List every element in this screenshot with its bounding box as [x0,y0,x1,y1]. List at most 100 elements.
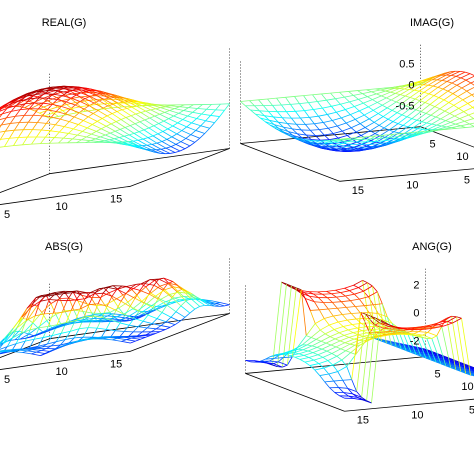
surface-mesh-line [446,75,457,82]
surface-mesh-line [344,287,350,292]
surface-mesh-line [348,337,355,340]
surface-mesh-line [286,111,292,119]
surface-mesh-line [439,361,449,365]
surface-mesh-line [397,135,407,138]
surface-mesh-line [291,128,298,135]
surface-mesh-line [357,136,367,139]
surface-mesh-line [399,344,409,348]
surface-mesh-line [166,304,177,313]
surface-mesh-line [351,123,361,129]
surface-mesh-line [66,320,76,323]
surface-mesh-line [74,321,84,324]
surface-mesh-line [66,92,77,96]
axis-base-line [130,313,230,352]
surface-mesh-line [369,130,376,134]
surface-mesh-line [114,313,124,319]
surface-mesh-line [102,287,109,294]
surface-mesh-line [369,143,379,145]
surface-mesh-line [14,332,25,341]
surface-mesh-line [166,136,173,140]
surface-mesh-line [147,306,157,312]
surface-mesh-line [28,96,38,102]
surface-mesh-line [79,327,89,330]
surface-mesh-line [68,133,78,136]
surface-mesh-line [170,299,180,303]
surface-mesh-line [364,109,374,116]
surface-mesh-line [344,96,350,103]
surface-mesh-line [84,98,95,104]
surface-mesh-line [50,130,60,133]
surface-mesh-line [31,136,37,145]
surface-mesh-line [342,326,349,331]
surface-mesh-line [295,110,305,112]
surface-mesh-line [32,322,39,328]
surface-mesh-line [4,145,14,147]
surface-mesh-line [44,294,55,297]
surface-mesh-line [194,137,201,143]
surface-mesh-line [106,295,113,307]
surface-mesh-line [360,118,370,125]
surface-mesh-line [178,291,188,294]
surface-mesh-line [332,302,338,309]
surface-mesh-line [9,129,15,139]
surface-mesh-line [14,129,24,131]
surface-mesh-line [56,94,66,98]
surface-mesh-line [382,99,392,106]
surface-mesh-line [0,343,4,349]
surface-mesh-line [179,317,186,322]
surface-mesh-line [312,352,319,356]
surface-mesh-line [339,138,349,140]
surface-mesh-line [240,101,246,107]
surface-mesh-line [366,135,376,138]
surface-mesh-line [382,116,389,120]
surface-mesh-line [97,121,107,127]
surface-mesh-line [429,129,439,132]
surface-mesh-line [135,113,146,121]
surface-mesh-line [420,326,430,329]
surface-mesh-line [168,282,174,288]
axis-base-line [344,398,474,412]
surface-mesh-line [323,143,333,147]
surface-mesh-line [318,360,328,364]
surface-mesh-line [157,131,164,135]
surface-mesh-line [64,121,70,127]
surface-mesh-line [37,102,44,110]
surface-mesh-line [336,355,343,361]
surface-mesh-line [114,94,124,99]
surface-mesh-line [418,79,428,85]
surface-mesh-line [410,97,416,100]
surface-mesh-line [155,108,165,113]
surface-mesh-line [282,364,288,368]
surface-mesh-line [278,121,284,128]
surface-mesh-line [0,106,4,110]
surface-mesh-line [358,99,364,104]
surface-mesh-line [196,113,202,119]
surface-mesh-line [0,124,2,128]
surface-mesh-line [336,109,346,113]
surface-mesh-line [176,130,183,135]
surface-mesh-line [283,352,289,358]
surface-mesh-line [467,99,474,104]
surface-mesh-line [132,308,138,312]
surface-mesh-line [128,318,135,326]
surface-mesh-line [160,294,170,300]
surface-mesh-line [134,121,141,125]
surface-mesh-line [154,113,160,117]
surface-mesh-line [0,346,8,350]
surface-mesh-line [378,331,388,333]
surface-mesh-line [34,110,40,114]
surface-mesh-line [49,347,59,352]
surface-mesh-line [0,349,10,352]
surface-mesh-line [336,125,343,132]
surface-mesh-line [107,103,114,107]
surface-mesh-line [156,318,167,323]
surface-mesh-line [314,140,324,144]
surface-mesh-line [354,106,360,112]
surface-mesh-line [142,305,152,313]
surface-mesh-line [470,81,474,84]
surface-mesh-line [117,102,128,109]
surface-mesh-line [423,85,434,93]
surface-mesh-line [415,102,426,111]
surface-mesh-line [205,301,215,307]
surface-mesh-line [342,313,352,315]
